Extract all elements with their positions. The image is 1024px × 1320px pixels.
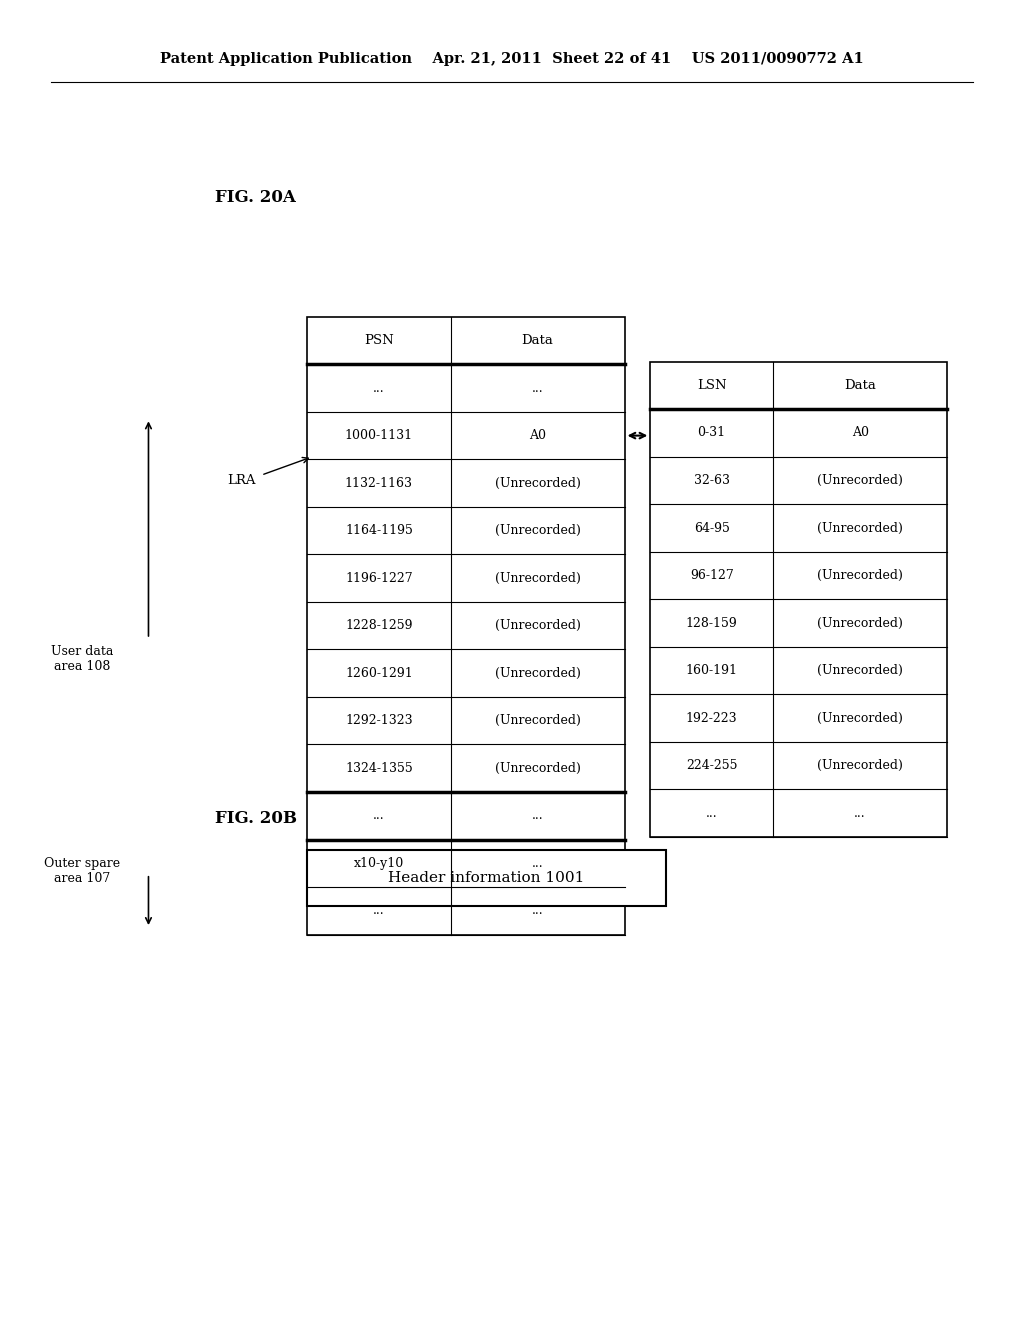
Text: (Unrecorded): (Unrecorded): [817, 711, 903, 725]
Text: LSN: LSN: [697, 379, 726, 392]
Text: (Unrecorded): (Unrecorded): [495, 667, 581, 680]
Text: Data: Data: [844, 379, 877, 392]
Text: ...: ...: [531, 904, 544, 917]
Text: 1228-1259: 1228-1259: [345, 619, 413, 632]
Text: ...: ...: [531, 809, 544, 822]
Text: (Unrecorded): (Unrecorded): [495, 572, 581, 585]
Text: (Unrecorded): (Unrecorded): [817, 474, 903, 487]
Text: 1000-1131: 1000-1131: [345, 429, 413, 442]
Text: (Unrecorded): (Unrecorded): [495, 714, 581, 727]
Text: 1164-1195: 1164-1195: [345, 524, 413, 537]
Bar: [307, 317, 625, 935]
Text: ...: ...: [373, 381, 385, 395]
Text: (Unrecorded): (Unrecorded): [817, 616, 903, 630]
Text: 1196-1227: 1196-1227: [345, 572, 413, 585]
Text: (Unrecorded): (Unrecorded): [495, 524, 581, 537]
Text: 1260-1291: 1260-1291: [345, 667, 413, 680]
Text: 224-255: 224-255: [686, 759, 737, 772]
Text: A0: A0: [852, 426, 868, 440]
Text: PSN: PSN: [364, 334, 394, 347]
Text: (Unrecorded): (Unrecorded): [817, 521, 903, 535]
Text: 64-95: 64-95: [693, 521, 730, 535]
Text: ...: ...: [373, 809, 385, 822]
Text: A0: A0: [529, 429, 546, 442]
Text: FIG. 20B: FIG. 20B: [215, 810, 297, 826]
Text: (Unrecorded): (Unrecorded): [817, 569, 903, 582]
Text: ...: ...: [373, 904, 385, 917]
Text: ...: ...: [531, 857, 544, 870]
Text: 1292-1323: 1292-1323: [345, 714, 413, 727]
Text: Outer spare
area 107: Outer spare area 107: [44, 857, 120, 886]
Text: x10-y10: x10-y10: [353, 857, 404, 870]
Text: FIG. 20A: FIG. 20A: [215, 190, 296, 206]
Text: 1132-1163: 1132-1163: [345, 477, 413, 490]
Text: 1324-1355: 1324-1355: [345, 762, 413, 775]
Bar: [307, 850, 666, 906]
Text: Patent Application Publication    Apr. 21, 2011  Sheet 22 of 41    US 2011/00907: Patent Application Publication Apr. 21, …: [160, 53, 864, 66]
Text: ...: ...: [854, 807, 866, 820]
Text: 0-31: 0-31: [697, 426, 726, 440]
Text: ...: ...: [531, 381, 544, 395]
Text: 192-223: 192-223: [686, 711, 737, 725]
Text: 128-159: 128-159: [686, 616, 737, 630]
Bar: [650, 362, 947, 837]
Text: (Unrecorded): (Unrecorded): [495, 477, 581, 490]
Text: 160-191: 160-191: [686, 664, 737, 677]
Text: Header information 1001: Header information 1001: [388, 871, 585, 884]
Text: ...: ...: [706, 807, 718, 820]
Text: (Unrecorded): (Unrecorded): [817, 759, 903, 772]
Text: 96-127: 96-127: [690, 569, 733, 582]
Text: (Unrecorded): (Unrecorded): [495, 762, 581, 775]
Text: LRA: LRA: [227, 474, 256, 487]
Text: 32-63: 32-63: [693, 474, 730, 487]
Text: (Unrecorded): (Unrecorded): [817, 664, 903, 677]
Text: Data: Data: [521, 334, 554, 347]
Text: User data
area 108: User data area 108: [51, 644, 113, 673]
Text: (Unrecorded): (Unrecorded): [495, 619, 581, 632]
